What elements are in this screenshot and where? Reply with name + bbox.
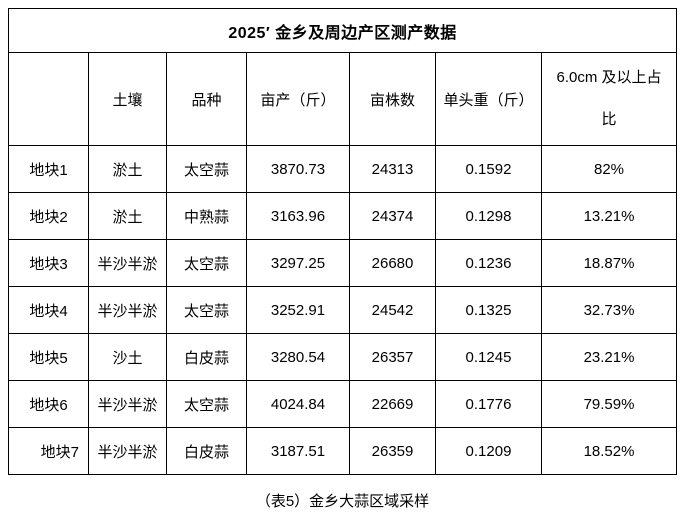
- cell-head-weight: 0.1236: [435, 239, 542, 287]
- table-row-plot4: 地块4 半沙半淤 太空蒜 3252.91 24542 0.1325 32.73%: [8, 286, 678, 334]
- row-label: 地块2: [8, 192, 89, 240]
- header-plant-count: 亩株数: [349, 52, 436, 146]
- cell-variety: 太空蒜: [166, 286, 247, 334]
- cell-yield: 3297.25: [246, 239, 350, 287]
- header-soil: 土壤: [88, 52, 167, 146]
- yield-data-table: 2025′ 金乡及周边产区测产数据 土壤 品种 亩产（斤） 亩株数 单头重（斤）…: [7, 8, 678, 475]
- cell-yield: 3163.96: [246, 192, 350, 240]
- row-label: 地块5: [8, 333, 89, 381]
- table-caption: （表5）金乡大蒜区域采样: [255, 493, 430, 510]
- cell-variety: 中熟蒜: [166, 192, 247, 240]
- cell-head-weight: 0.1776: [435, 380, 542, 428]
- cell-plant-count: 24374: [349, 192, 436, 240]
- cell-size-ratio: 79.59%: [540, 380, 678, 428]
- table-row-plot2: 地块2 淤土 中熟蒜 3163.96 24374 0.1298 13.21%: [8, 192, 678, 240]
- cell-size-ratio: 32.73%: [540, 286, 678, 334]
- header-yield: 亩产（斤）: [246, 52, 350, 146]
- cell-soil: 淤土: [88, 145, 167, 193]
- cell-size-ratio: 82%: [540, 145, 678, 193]
- table-row-plot1: 地块1 淤土 太空蒜 3870.73 24313 0.1592 82%: [8, 145, 678, 193]
- yield-data-table-container: 2025′ 金乡及周边产区测产数据 土壤 品种 亩产（斤） 亩株数 单头重（斤）…: [7, 8, 678, 475]
- row-label: 地块1: [8, 145, 89, 193]
- table-row-plot7: 地块7 半沙半淤 白皮蒜 3187.51 26359 0.1209 18.52%: [8, 427, 678, 475]
- cell-soil: 半沙半淤: [88, 239, 167, 287]
- table-title: 2025′ 金乡及周边产区测产数据: [7, 8, 678, 53]
- row-label: 地块6: [8, 380, 89, 428]
- cell-plant-count: 24542: [349, 286, 436, 334]
- table-row-plot3: 地块3 半沙半淤 太空蒜 3297.25 26680 0.1236 18.87%: [8, 239, 678, 287]
- cell-size-ratio: 23.21%: [540, 333, 678, 381]
- cell-plant-count: 24313: [349, 145, 436, 193]
- cell-variety: 太空蒜: [166, 380, 247, 428]
- cell-yield: 3870.73: [246, 145, 350, 193]
- cell-plant-count: 26359: [349, 427, 436, 475]
- cell-variety: 太空蒜: [166, 145, 247, 193]
- cell-variety: 太空蒜: [166, 239, 247, 287]
- cell-soil: 半沙半淤: [88, 286, 167, 334]
- cell-yield: 4024.84: [246, 380, 350, 428]
- cell-yield: 3252.91: [246, 286, 350, 334]
- cell-plant-count: 26357: [349, 333, 436, 381]
- cell-head-weight: 0.1325: [435, 286, 542, 334]
- cell-soil: 半沙半淤: [88, 380, 167, 428]
- row-label: 地块7: [8, 427, 89, 475]
- cell-size-ratio: 13.21%: [540, 192, 678, 240]
- cell-soil: 沙土: [88, 333, 167, 381]
- table-header-row: 土壤 品种 亩产（斤） 亩株数 单头重（斤） 6.0cm 及以上占比: [8, 52, 678, 146]
- cell-variety: 白皮蒜: [166, 333, 247, 381]
- cell-size-ratio: 18.52%: [540, 427, 678, 475]
- header-variety: 品种: [166, 52, 247, 146]
- header-blank: [8, 52, 89, 146]
- header-size-ratio: 6.0cm 及以上占比: [540, 52, 678, 146]
- cell-variety: 白皮蒜: [166, 427, 247, 475]
- cell-head-weight: 0.1245: [435, 333, 542, 381]
- cell-soil: 淤土: [88, 192, 167, 240]
- cell-head-weight: 0.1592: [435, 145, 542, 193]
- cell-head-weight: 0.1298: [435, 192, 542, 240]
- table-title-row: 2025′ 金乡及周边产区测产数据: [7, 8, 678, 53]
- header-head-weight: 单头重（斤）: [435, 52, 542, 146]
- cell-size-ratio: 18.87%: [540, 239, 678, 287]
- row-label: 地块3: [8, 239, 89, 287]
- cell-plant-count: 22669: [349, 380, 436, 428]
- cell-plant-count: 26680: [349, 239, 436, 287]
- cell-yield: 3187.51: [246, 427, 350, 475]
- row-label: 地块4: [8, 286, 89, 334]
- cell-head-weight: 0.1209: [435, 427, 542, 475]
- table-row-plot6: 地块6 半沙半淤 太空蒜 4024.84 22669 0.1776 79.59%: [8, 380, 678, 428]
- cell-soil: 半沙半淤: [88, 427, 167, 475]
- table-row-plot5: 地块5 沙土 白皮蒜 3280.54 26357 0.1245 23.21%: [8, 333, 678, 381]
- cell-yield: 3280.54: [246, 333, 350, 381]
